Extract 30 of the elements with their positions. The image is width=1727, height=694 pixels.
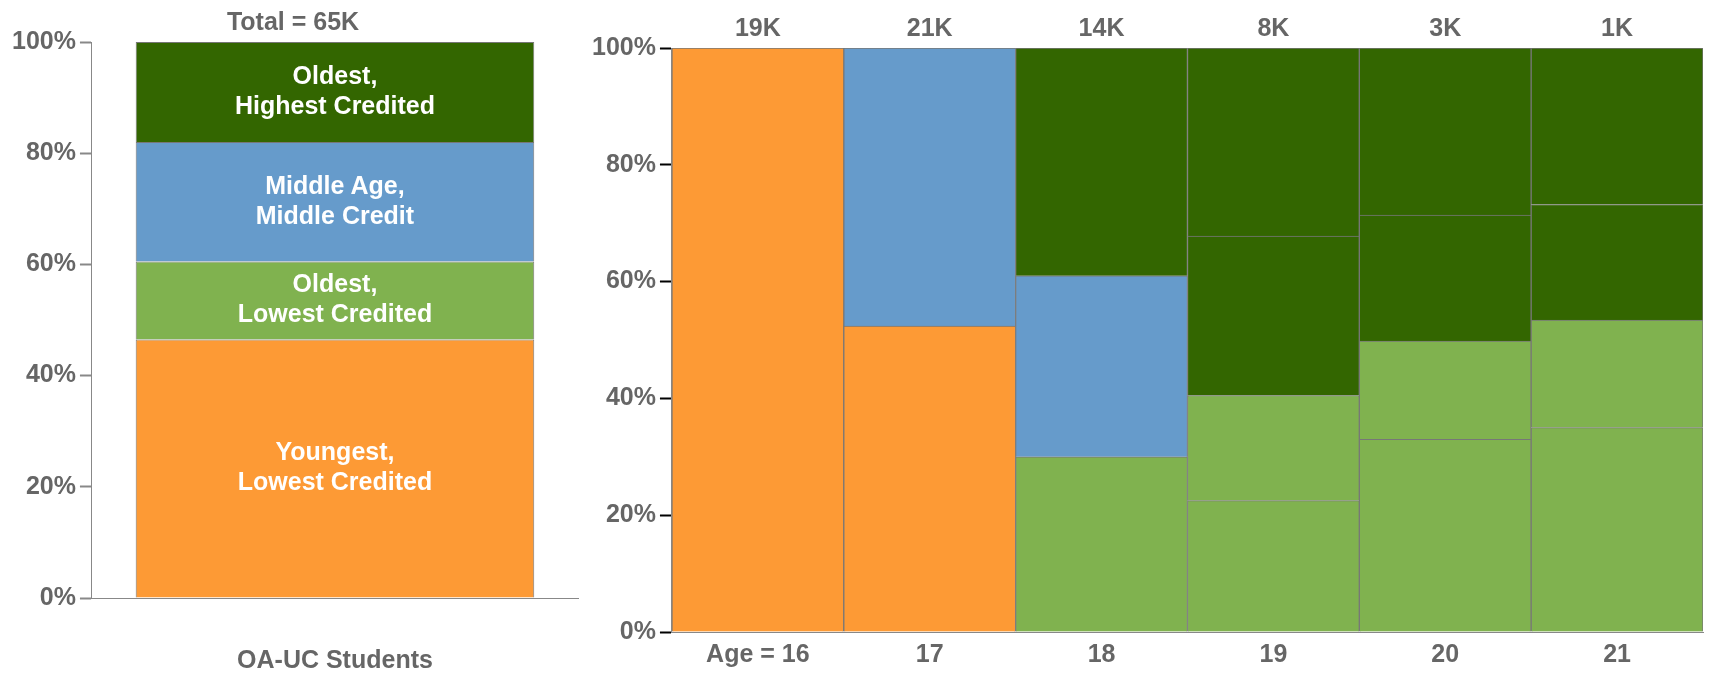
- series-label: Middle Age, Middle Credit: [255, 170, 415, 229]
- annotation: 3K: [1429, 13, 1462, 42]
- annotation: 8K: [1257, 13, 1290, 42]
- y-tick-label: 100%: [591, 31, 656, 60]
- chart-title: Total = 65K: [226, 6, 360, 35]
- x-tick-label: Age = 16: [706, 638, 810, 667]
- annotation: 21K: [906, 13, 953, 42]
- series-label: Youngest, Lowest Credited: [237, 437, 433, 496]
- x-tick-label: 18: [1087, 638, 1116, 667]
- series-label: Oldest, Highest Credited: [234, 60, 435, 119]
- y-tick-label: 60%: [605, 265, 656, 294]
- annotation: 19K: [734, 13, 781, 42]
- series-label: Oldest, Lowest Credited: [237, 269, 433, 328]
- y-tick-label: 0%: [39, 581, 76, 610]
- y-tick-label: 60%: [25, 248, 76, 277]
- x-tick-label: 17: [915, 638, 944, 667]
- y-tick-label: 80%: [605, 148, 656, 177]
- x-tick-label: 19: [1259, 638, 1288, 667]
- x-axis-title: OA-UC Students: [237, 644, 433, 673]
- annotation: 14K: [1078, 13, 1125, 42]
- x-tick-label: 21: [1603, 638, 1632, 667]
- y-tick-label: 20%: [605, 499, 656, 528]
- annotation: 1K: [1601, 13, 1634, 42]
- y-tick-label: 0%: [619, 615, 656, 644]
- y-tick-label: 20%: [25, 470, 76, 499]
- y-tick-label: 40%: [25, 359, 76, 388]
- y-tick-label: 80%: [25, 137, 76, 166]
- y-tick-label: 40%: [605, 382, 656, 411]
- x-tick-label: 20: [1431, 638, 1460, 667]
- y-tick-label: 100%: [11, 25, 76, 54]
